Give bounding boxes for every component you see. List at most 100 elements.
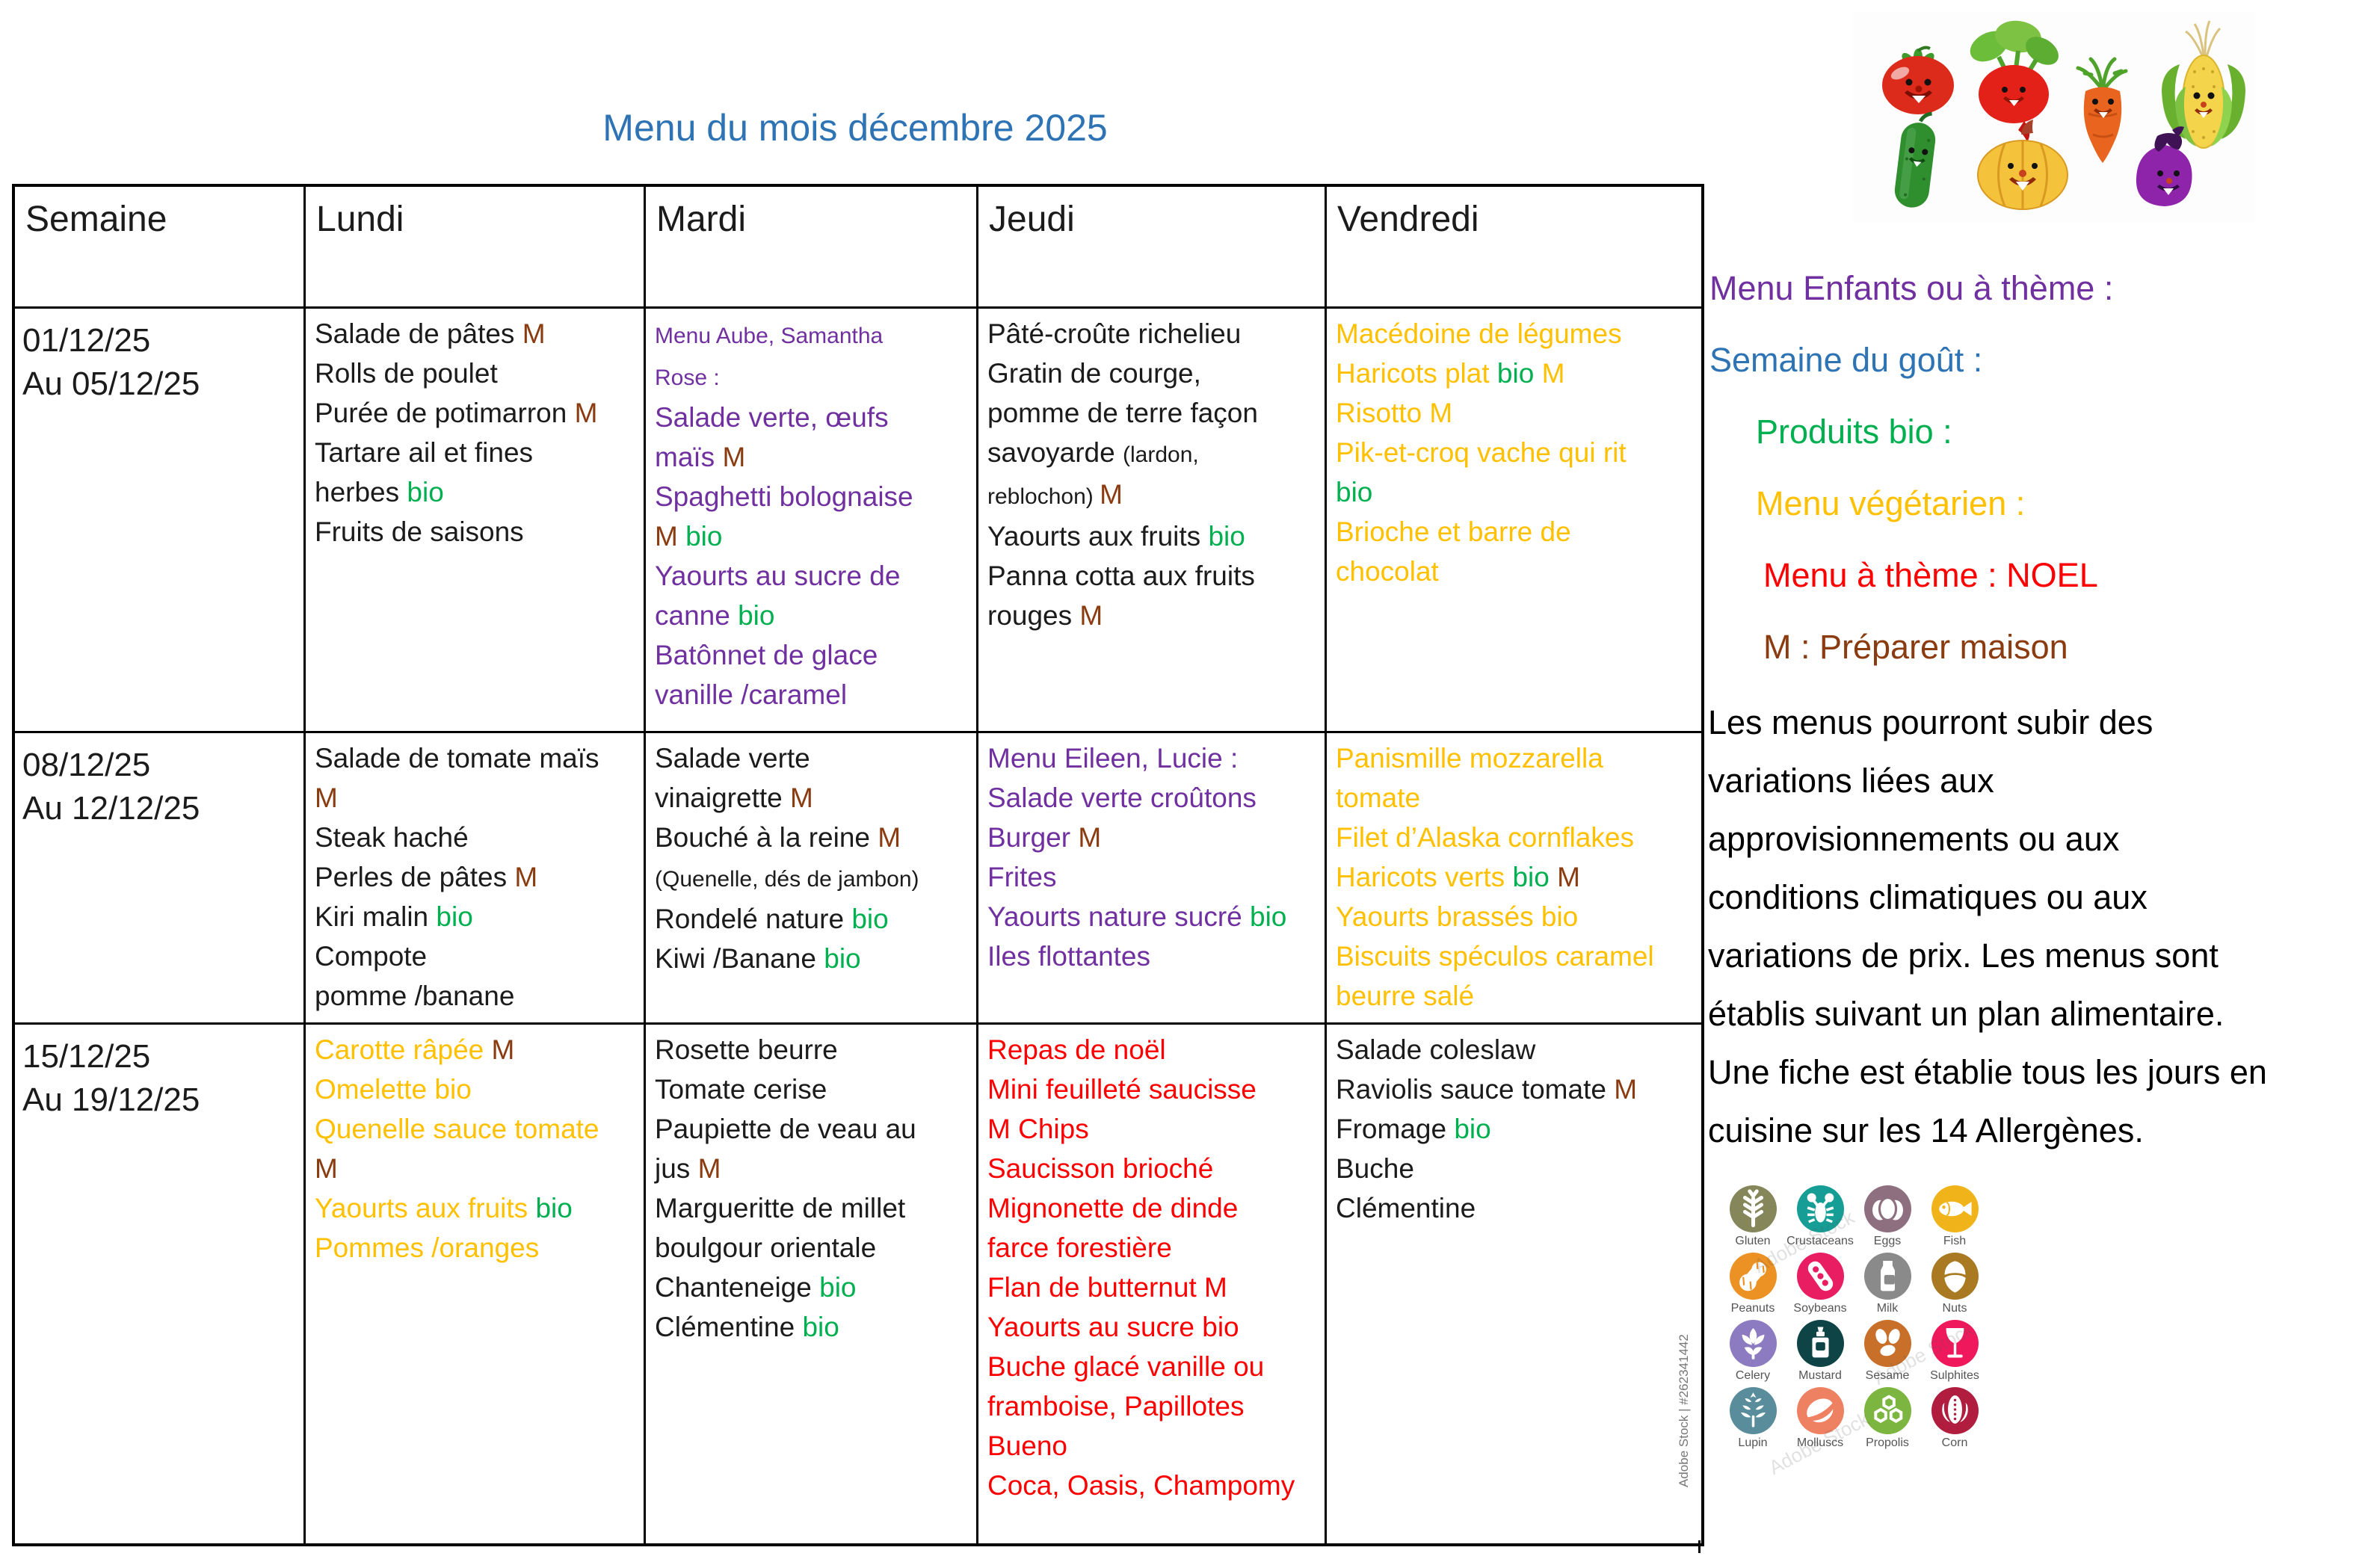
menu-line: Omelette bio xyxy=(315,1069,639,1109)
menu-text-segment: Rose : xyxy=(655,365,720,390)
menu-line: Repas de noël xyxy=(987,1030,1320,1069)
menu-line: Batônnet de glace xyxy=(655,635,972,675)
menu-line: Menu Eileen, Lucie : xyxy=(987,738,1320,778)
menu-cell-week3-vendredi: Salade coleslaw Raviolis sauce tomate M Fr… xyxy=(1325,1022,1701,1543)
menu-text-segment: Purée de potimarron xyxy=(315,398,575,428)
menu-text-segment: Yaourts nature sucré xyxy=(987,901,1250,932)
menu-line: Rondelé nature bio xyxy=(655,899,972,939)
table-end-marker xyxy=(1698,1540,1701,1553)
menu-text-segment: Buche glacé vanille ou xyxy=(987,1351,1265,1382)
menu-text-segment: Raviolis sauce tomate xyxy=(1336,1074,1615,1105)
menu-text-segment: Iles flottantes xyxy=(987,941,1151,972)
menu-line: Coca, Oasis, Champomy xyxy=(987,1466,1320,1505)
menu-text-segment: Risotto M xyxy=(1336,398,1453,428)
menu-text-segment: Repas de noël xyxy=(987,1034,1166,1065)
allergen-item-sulphites: Sulphites xyxy=(1921,1320,1988,1383)
menu-line: Clémentine xyxy=(1336,1188,1697,1228)
menu-line: herbes bio xyxy=(315,472,639,512)
menu-line: Salade coleslaw xyxy=(1336,1030,1697,1069)
menu-text-segment: M xyxy=(1614,1074,1638,1105)
menu-text-segment: Pik-et-croq vache qui rit xyxy=(1336,437,1627,468)
menu-text-segment: Panismille mozzarella xyxy=(1336,743,1603,774)
menu-line: framboise, Papillotes xyxy=(987,1386,1320,1426)
allergen-item-propolis: Propolis xyxy=(1854,1387,1921,1450)
week-2-dates: 08/12/25 Au 12/12/25 xyxy=(15,731,303,1022)
menu-line: Bueno xyxy=(987,1426,1320,1466)
menu-text-segment: bio xyxy=(824,943,861,974)
peanut-icon xyxy=(1729,1253,1777,1300)
allergen-item-eggs: Eggs xyxy=(1854,1185,1921,1248)
menu-text-segment: Rosette beurre xyxy=(655,1034,838,1065)
menu-line: Pâté-croûte richelieu xyxy=(987,314,1320,354)
menu-line: Salade verte, œufs xyxy=(655,398,972,437)
menu-text-segment: tomate xyxy=(1336,783,1421,813)
menu-line: Salade de pâtes M xyxy=(315,314,639,354)
eggplant-illustration xyxy=(2136,126,2192,206)
week-date-line: Au 05/12/25 xyxy=(22,365,200,402)
menu-text-segment: M xyxy=(522,318,546,349)
menu-line: Bouché à la reine M xyxy=(655,818,972,857)
menu-text-segment: Bueno xyxy=(987,1430,1067,1461)
menu-line: Tartare ail et fines xyxy=(315,433,639,472)
allergen-label: Corn xyxy=(1941,1436,1968,1449)
menu-line: farce forestière xyxy=(987,1228,1320,1268)
menu-variation-notice: Les menus pourront subir des variations l… xyxy=(1708,694,2371,1160)
menu-text-segment: framboise, Papillotes xyxy=(987,1391,1245,1422)
legend-item: Semaine du goût : xyxy=(1709,341,1983,379)
menu-text-segment: M xyxy=(574,398,598,428)
column-header-jeudi: Jeudi xyxy=(976,187,1325,306)
allergen-item-crustaceans: Crustaceans xyxy=(1786,1185,1854,1248)
allergen-label: Peanuts xyxy=(1730,1302,1775,1315)
menu-text-segment: Omelette bio xyxy=(315,1074,472,1105)
allergen-item-gluten: Gluten xyxy=(1719,1185,1786,1248)
menu-line: Compote xyxy=(315,936,639,976)
menu-text-segment: herbes xyxy=(315,477,407,507)
menu-line: vinaigrette M xyxy=(655,778,972,818)
menu-text-segment: bio xyxy=(1496,358,1535,389)
menu-text-segment: pomme de terre façon xyxy=(987,398,1258,428)
mustard-icon xyxy=(1796,1320,1844,1367)
allergen-item-corn: Corn xyxy=(1921,1387,1988,1450)
legend-item: Produits bio : xyxy=(1756,413,1952,451)
milk-icon xyxy=(1863,1253,1911,1300)
menu-cell-week1-mardi: Menu Aube, Samantha Rose : Salade verte, œ… xyxy=(644,306,976,731)
allergen-label: Mustard xyxy=(1798,1369,1842,1382)
menu-text-segment: bio xyxy=(802,1312,839,1342)
menu-text-segment: bio xyxy=(535,1193,573,1223)
allergen-icons-grid: Gluten Crustaceans Eggs Fish Peanuts Soy… xyxy=(1719,1185,2018,1507)
allergen-label: Sesame xyxy=(1865,1369,1910,1382)
menu-text-segment: bio xyxy=(1454,1114,1491,1144)
vegetables-clipart-image xyxy=(1852,12,2256,223)
menu-line: Tomate cerise xyxy=(655,1069,972,1109)
menu-line: Panismille mozzarella xyxy=(1336,738,1697,778)
menu-text-segment: Filet d’Alaska cornflakes xyxy=(1336,822,1634,853)
menu-line: Risotto M xyxy=(1336,393,1697,433)
week-date-line: 01/12/25 xyxy=(22,322,151,359)
menu-text-segment: Biscuits spéculos caramel xyxy=(1336,941,1654,972)
allergen-label: Nuts xyxy=(1942,1302,1967,1315)
menu-text-segment: M Chips xyxy=(987,1114,1089,1144)
menu-text-segment: Salade verte xyxy=(655,743,810,774)
menu-line: Chanteneige bio xyxy=(655,1268,972,1307)
menu-line: chocolat xyxy=(1336,552,1697,591)
allergen-label: Crustaceans xyxy=(1786,1235,1854,1247)
corn-icon xyxy=(1931,1387,1979,1434)
week-date-line: 15/12/25 xyxy=(22,1038,151,1075)
page-title: Menu du mois décembre 2025 xyxy=(602,107,1108,149)
menu-text-segment: bio xyxy=(738,600,775,631)
carrot-illustration xyxy=(2076,57,2128,163)
menu-text-segment: Salade de pâtes xyxy=(315,318,522,349)
menu-text-segment: Frites xyxy=(987,862,1057,892)
menu-line: maïs M xyxy=(655,437,972,477)
menu-line: Yaourts au sucre bio xyxy=(987,1307,1320,1347)
menu-text-segment: Salade de tomate maïs xyxy=(315,743,599,774)
mollusc-icon xyxy=(1796,1387,1844,1434)
menu-text-segment: M xyxy=(878,822,901,853)
allergen-item-nuts: Nuts xyxy=(1921,1253,1988,1315)
menu-line: Perles de pâtes M xyxy=(315,857,639,897)
menu-line: M bio xyxy=(655,516,972,556)
menu-cell-week1-vendredi: Macédoine de légumes Haricots plat bio M R… xyxy=(1325,306,1701,731)
menu-line: jus M xyxy=(655,1149,972,1188)
menu-line: Salade de tomate maïs xyxy=(315,738,639,778)
allergen-item-sesame: Sesame xyxy=(1854,1320,1921,1383)
